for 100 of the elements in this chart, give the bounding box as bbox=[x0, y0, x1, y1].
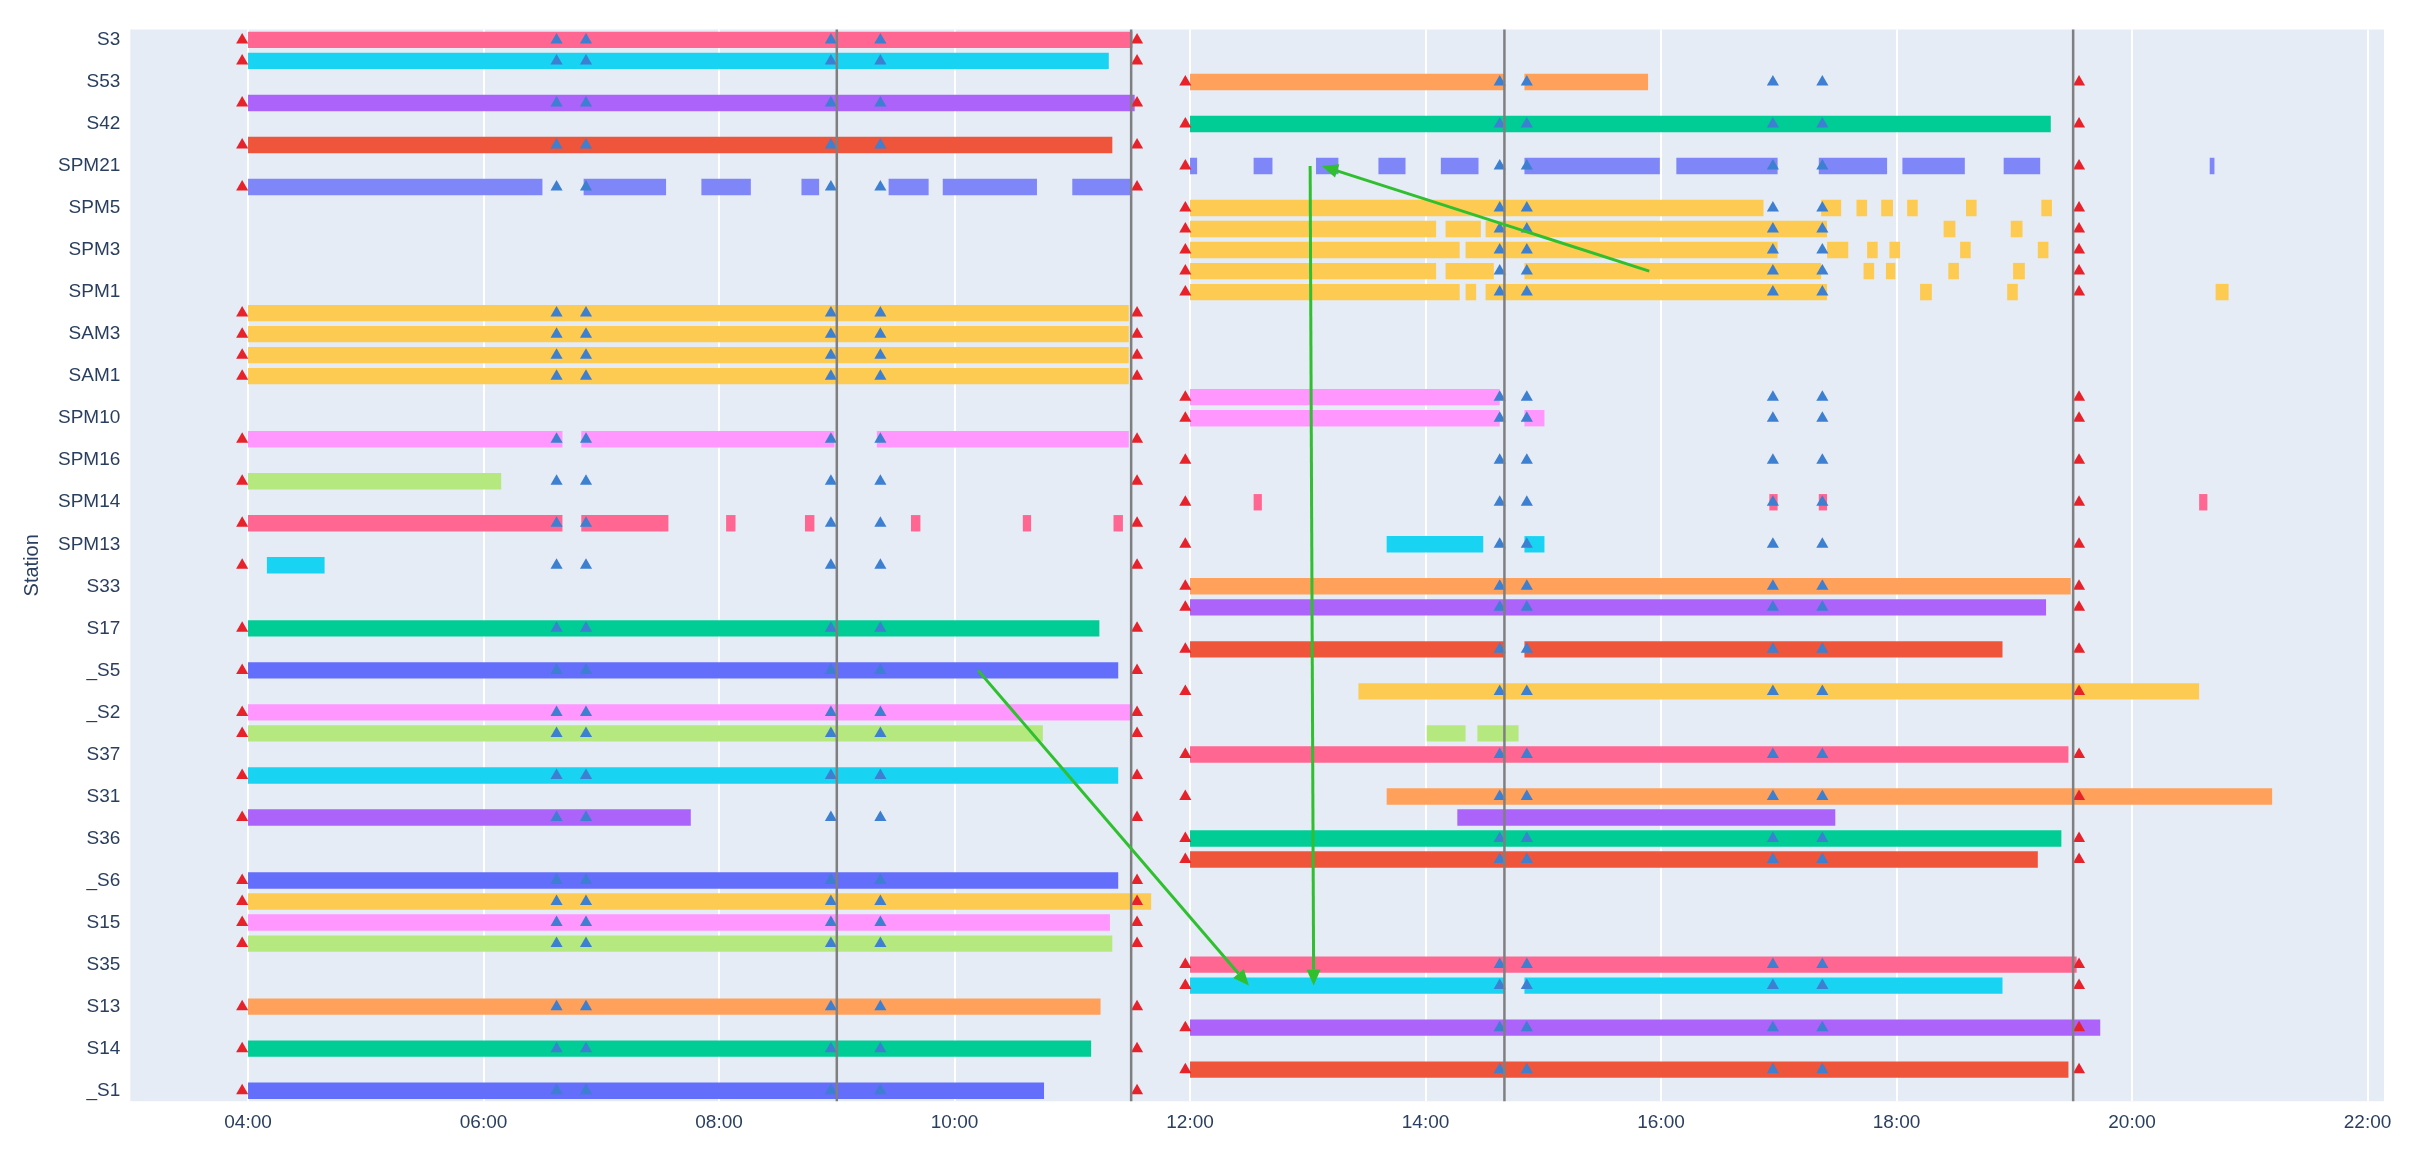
bar bbox=[1524, 262, 1822, 280]
point bbox=[1766, 495, 1779, 506]
point bbox=[1179, 579, 1192, 590]
point bbox=[1816, 285, 1829, 296]
y-tick-label: _S1 bbox=[85, 1078, 121, 1101]
bar bbox=[581, 431, 835, 448]
point bbox=[874, 999, 887, 1011]
point bbox=[579, 327, 593, 338]
bar bbox=[1485, 283, 1828, 301]
bar bbox=[2215, 283, 2229, 301]
point bbox=[1816, 684, 1829, 695]
point bbox=[1520, 642, 1533, 653]
bar bbox=[581, 515, 669, 532]
bar bbox=[1465, 241, 1778, 259]
point bbox=[1520, 1062, 1533, 1074]
bar bbox=[1867, 241, 1878, 259]
point bbox=[236, 999, 249, 1011]
point bbox=[1179, 642, 1192, 653]
point bbox=[1816, 411, 1829, 422]
point bbox=[1766, 684, 1779, 695]
point bbox=[1179, 789, 1192, 800]
point bbox=[1130, 1041, 1144, 1053]
point bbox=[874, 915, 887, 927]
bar bbox=[248, 767, 1119, 784]
y-tick-label: S13 bbox=[86, 994, 121, 1016]
y-tick-label: SPM14 bbox=[57, 490, 121, 512]
point bbox=[824, 180, 837, 191]
point bbox=[550, 369, 563, 380]
point bbox=[1816, 978, 1829, 990]
bar bbox=[1465, 283, 1477, 301]
point bbox=[1520, 264, 1533, 275]
point bbox=[1816, 159, 1829, 170]
bar bbox=[1524, 641, 2003, 658]
bar bbox=[1426, 725, 1466, 742]
point bbox=[236, 705, 249, 716]
point bbox=[1520, 957, 1533, 969]
bar bbox=[248, 304, 1129, 322]
point bbox=[1130, 474, 1144, 485]
point bbox=[874, 663, 887, 674]
point bbox=[1520, 1020, 1533, 1032]
bar bbox=[1190, 73, 1505, 91]
point bbox=[1520, 74, 1533, 86]
bar bbox=[726, 515, 736, 532]
point bbox=[550, 32, 563, 44]
point bbox=[824, 663, 837, 674]
bar bbox=[248, 473, 502, 490]
y-tick-label: _S5 bbox=[85, 658, 121, 681]
point bbox=[2072, 684, 2086, 695]
bar bbox=[1190, 830, 2062, 847]
point bbox=[824, 95, 837, 107]
point bbox=[2072, 390, 2086, 401]
point bbox=[824, 348, 837, 359]
point bbox=[1766, 1062, 1779, 1074]
point bbox=[579, 348, 593, 359]
bar bbox=[1943, 220, 1956, 238]
bar bbox=[1881, 199, 1893, 217]
bar bbox=[876, 431, 1129, 448]
bar bbox=[1190, 578, 2071, 595]
point bbox=[1766, 642, 1779, 653]
point bbox=[1520, 243, 1533, 254]
point bbox=[579, 873, 593, 885]
point bbox=[550, 1041, 563, 1053]
point bbox=[1520, 978, 1533, 990]
bar bbox=[1827, 241, 1849, 259]
point bbox=[1520, 453, 1533, 464]
point bbox=[1766, 411, 1779, 422]
bar bbox=[248, 704, 1133, 721]
point bbox=[874, 873, 887, 885]
bar bbox=[1190, 746, 2069, 763]
point bbox=[874, 810, 887, 821]
point bbox=[874, 1041, 887, 1053]
x-tick-label: 16:00 bbox=[1637, 1110, 1685, 1132]
point bbox=[550, 474, 563, 485]
point bbox=[2072, 1020, 2086, 1032]
bar bbox=[2041, 199, 2052, 217]
bar bbox=[2199, 494, 2208, 511]
point bbox=[1179, 747, 1192, 758]
bar bbox=[1863, 262, 1875, 280]
point bbox=[1816, 1020, 1829, 1032]
bar bbox=[2010, 220, 2023, 238]
point bbox=[1520, 537, 1533, 548]
point bbox=[1179, 264, 1192, 275]
point bbox=[236, 95, 249, 107]
point bbox=[1179, 453, 1192, 464]
point bbox=[824, 915, 837, 927]
point bbox=[236, 810, 249, 821]
point bbox=[2072, 264, 2086, 275]
point bbox=[824, 873, 837, 885]
bar bbox=[248, 662, 1119, 679]
point bbox=[550, 348, 563, 359]
point bbox=[1179, 243, 1192, 254]
y-tick-label: S31 bbox=[86, 784, 121, 806]
y-tick-label: S14 bbox=[86, 1036, 121, 1058]
bar bbox=[248, 872, 1119, 889]
point bbox=[1766, 747, 1779, 758]
point bbox=[824, 936, 837, 948]
point bbox=[1179, 537, 1192, 548]
point bbox=[1816, 222, 1829, 233]
bar bbox=[1948, 262, 1959, 280]
point bbox=[1520, 285, 1533, 296]
